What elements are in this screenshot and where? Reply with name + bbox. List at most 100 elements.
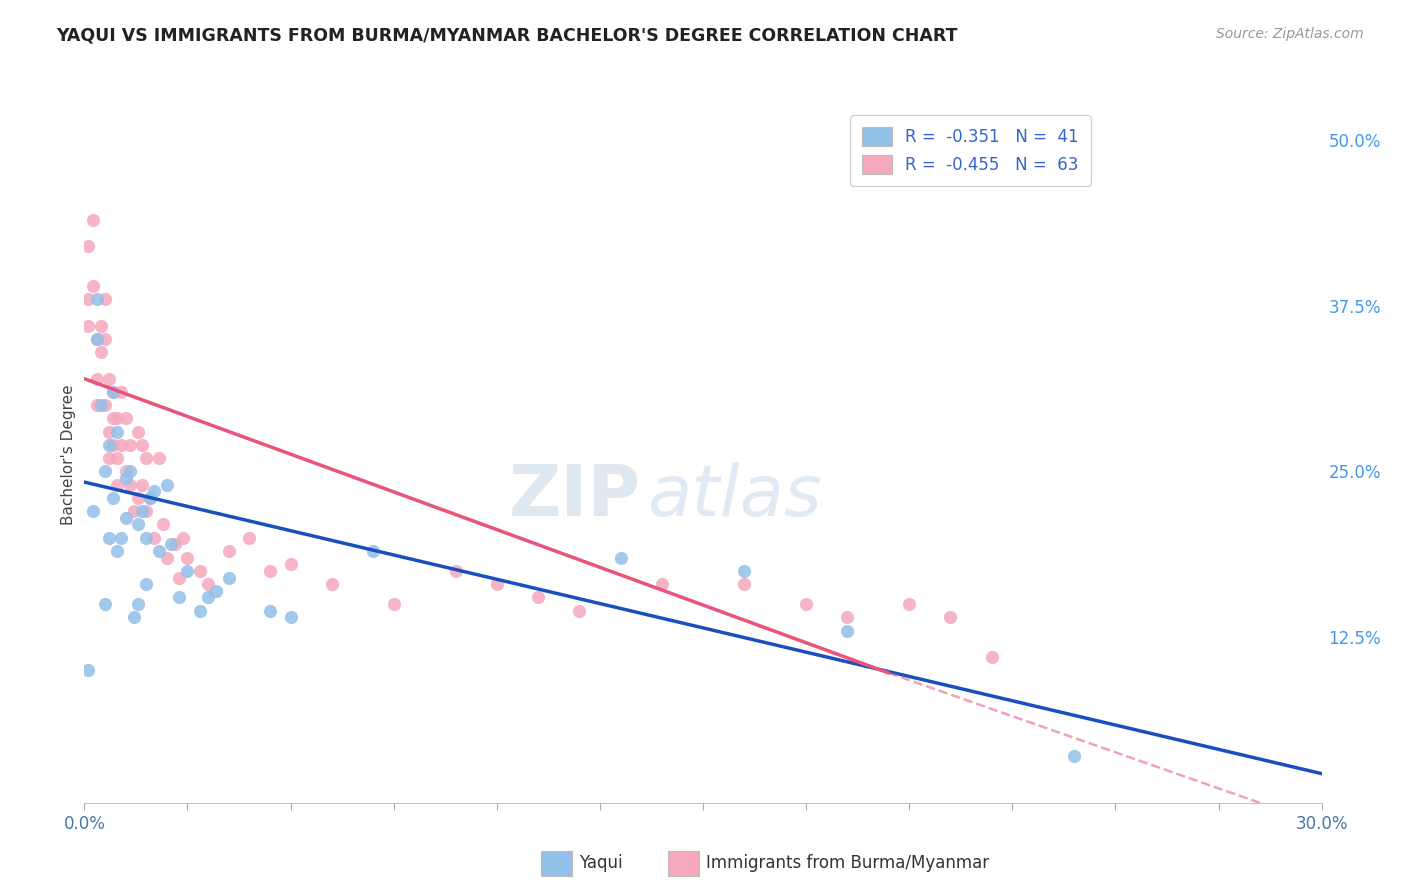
Point <box>131 438 153 452</box>
Point <box>485 577 508 591</box>
Point <box>1063 749 1085 764</box>
Point <box>90 318 112 333</box>
Point <box>527 591 550 605</box>
Point <box>160 537 183 551</box>
Point <box>156 550 179 565</box>
Point <box>205 583 228 598</box>
Point <box>238 531 260 545</box>
Point <box>86 398 108 412</box>
Point <box>197 591 219 605</box>
Point <box>176 550 198 565</box>
Point <box>103 384 125 399</box>
Point <box>135 577 157 591</box>
Point <box>86 332 108 346</box>
Legend: R =  -0.351   N =  41, R =  -0.455   N =  63: R = -0.351 N = 41, R = -0.455 N = 63 <box>851 115 1091 186</box>
Point <box>939 610 962 624</box>
Point <box>898 597 921 611</box>
Point <box>139 491 162 505</box>
Point <box>94 398 117 412</box>
Point <box>733 577 755 591</box>
Y-axis label: Bachelor's Degree: Bachelor's Degree <box>60 384 76 525</box>
Point <box>172 531 194 545</box>
Point <box>361 544 384 558</box>
Point <box>188 564 211 578</box>
Point <box>86 292 108 306</box>
Point <box>103 438 125 452</box>
Point <box>110 531 132 545</box>
Point <box>135 531 157 545</box>
Text: atlas: atlas <box>647 462 823 531</box>
Point <box>143 484 166 499</box>
Point <box>118 477 141 491</box>
Point <box>609 550 631 565</box>
Point <box>98 425 121 439</box>
Point <box>127 517 149 532</box>
Point <box>82 212 104 227</box>
Point <box>135 504 157 518</box>
Point <box>122 610 145 624</box>
Point <box>127 491 149 505</box>
Point <box>651 577 673 591</box>
Point <box>156 477 179 491</box>
Point <box>82 504 104 518</box>
Point <box>118 438 141 452</box>
Point <box>259 604 281 618</box>
Text: YAQUI VS IMMIGRANTS FROM BURMA/MYANMAR BACHELOR'S DEGREE CORRELATION CHART: YAQUI VS IMMIGRANTS FROM BURMA/MYANMAR B… <box>56 27 957 45</box>
Point <box>90 398 112 412</box>
Point <box>218 544 240 558</box>
Text: Immigrants from Burma/Myanmar: Immigrants from Burma/Myanmar <box>706 855 988 872</box>
Point <box>188 604 211 618</box>
Point <box>86 372 108 386</box>
Point <box>86 332 108 346</box>
Point <box>103 384 125 399</box>
Point <box>794 597 817 611</box>
Point <box>280 610 302 624</box>
Point <box>77 239 100 253</box>
Point <box>103 491 125 505</box>
Point <box>165 537 187 551</box>
Point <box>152 517 174 532</box>
Point <box>733 564 755 578</box>
Text: ZIP: ZIP <box>509 462 641 531</box>
Point <box>90 345 112 359</box>
Text: Source: ZipAtlas.com: Source: ZipAtlas.com <box>1216 27 1364 41</box>
Point <box>114 511 136 525</box>
Point <box>148 451 170 466</box>
Point <box>135 451 157 466</box>
Point <box>131 477 153 491</box>
Point <box>98 372 121 386</box>
Point <box>114 465 136 479</box>
Point <box>105 425 128 439</box>
Point <box>127 597 149 611</box>
Point <box>105 544 128 558</box>
Point <box>94 465 117 479</box>
Point <box>77 318 100 333</box>
Point <box>105 411 128 425</box>
Point <box>110 438 132 452</box>
Point <box>382 597 405 611</box>
Point <box>77 663 100 677</box>
Point <box>105 477 128 491</box>
Point <box>176 564 198 578</box>
Point <box>94 292 117 306</box>
Point <box>77 292 100 306</box>
Point <box>110 384 132 399</box>
Point <box>139 491 162 505</box>
Point <box>837 610 859 624</box>
Point <box>94 597 117 611</box>
Point <box>321 577 343 591</box>
Point <box>148 544 170 558</box>
Text: Yaqui: Yaqui <box>579 855 623 872</box>
Point <box>118 465 141 479</box>
Point <box>98 531 121 545</box>
Point <box>167 591 190 605</box>
Point <box>280 558 302 572</box>
Point <box>103 411 125 425</box>
Point <box>837 624 859 638</box>
Point <box>105 451 128 466</box>
Point <box>131 504 153 518</box>
Point <box>114 471 136 485</box>
Point <box>114 411 136 425</box>
Point <box>98 451 121 466</box>
Point <box>143 531 166 545</box>
